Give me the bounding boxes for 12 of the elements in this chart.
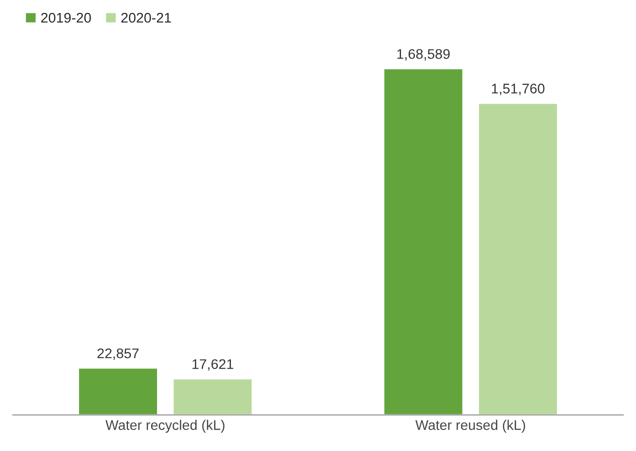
data-label: 1,51,760 (492, 84, 544, 96)
bar (382, 68, 464, 415)
data-label: 17,621 (192, 359, 234, 371)
x-tick-label: Water recycled (kL) (105, 420, 224, 433)
bar (78, 367, 158, 415)
legend-label: 2020-21 (121, 12, 171, 23)
legend-label: 2019-20 (41, 12, 91, 23)
data-label: 1,68,589 (397, 49, 450, 61)
x-tick-label: Water reused (kL) (415, 420, 526, 433)
data-label: 22,857 (98, 348, 139, 360)
bar (478, 102, 558, 415)
bar (172, 378, 254, 415)
